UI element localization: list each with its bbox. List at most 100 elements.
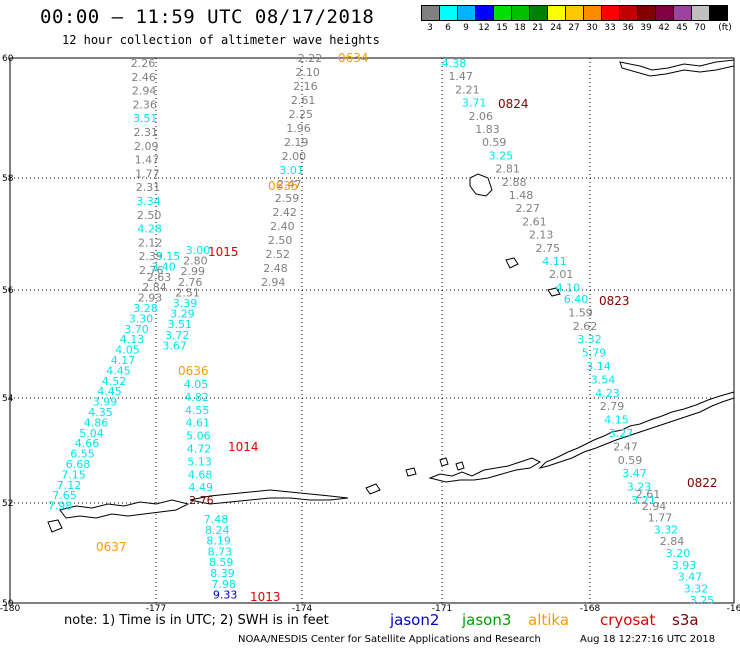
colorbar-label: 70: [694, 23, 706, 33]
pass-time-label: 0824: [498, 97, 529, 111]
wave-height-value: 3.00: [186, 244, 211, 257]
wave-height-value: 7.12: [57, 479, 82, 492]
wave-height-value: 3.21: [631, 494, 656, 507]
wave-height-value: 3.54: [591, 373, 616, 386]
wave-height-value: 2.88: [502, 176, 527, 189]
track-0823: 6.401.592.623.325.793.143.544.232.794.15…: [564, 293, 656, 507]
longitude-label: -177: [146, 604, 166, 614]
wave-height-value: 2.42: [272, 206, 297, 219]
longitude-label: -174: [292, 604, 313, 614]
wave-height-value: 4.61: [186, 417, 211, 430]
wave-height-value: 2.31: [134, 126, 159, 139]
legend-jason3: jason3: [462, 611, 512, 629]
latitude-label: 50: [2, 599, 14, 609]
colorbar-labels: 3 6 9 12 15 18 21 24 27 30 33 36 39 42 45 70 (ft): [421, 23, 732, 35]
track-0634: 2.222.102.162.612.251.962.192.003.012.47…: [162, 51, 368, 352]
wave-height-value: 3.32: [654, 523, 679, 536]
colorbar-label: 18: [514, 23, 526, 33]
wave-height-value: 2.61: [636, 488, 661, 501]
wave-height-value: 2.48: [263, 262, 288, 275]
latitude-label: 52: [2, 499, 13, 509]
wave-height-value: 2.36: [132, 98, 157, 111]
colorbar-label: 45: [676, 23, 688, 33]
wave-height-value: 0.59: [482, 136, 507, 149]
axis-labels: 60 58 56 54 52 50-180 -177 -174 -171 -168 -16: [0, 54, 740, 614]
wave-height-value: 5.13: [187, 455, 212, 468]
colorbar-label: 6: [445, 23, 451, 33]
colorbar-label: 36: [622, 23, 634, 33]
wave-height-value: 4.23: [595, 387, 620, 400]
wave-height-value: 8.19: [206, 535, 231, 548]
wave-height-value: 2.06: [469, 110, 494, 123]
wave-height-value: 1.47: [135, 154, 160, 167]
wave-height-value: 4.55: [185, 404, 210, 417]
wave-height-value: 3.47: [622, 467, 647, 480]
wave-height-value: 2.76: [178, 276, 203, 289]
aleutian-coastline: [47, 59, 735, 533]
track-0635: 2.262.462.942.363.512.312.091.471.772.31…: [48, 57, 299, 513]
wave-height-colorbar: [421, 5, 728, 21]
wave-height-value: 5.06: [186, 430, 211, 443]
wave-height-value: 3.01: [279, 164, 304, 177]
wave-height-value: 2.93: [138, 292, 163, 305]
colorbar-label: 9: [463, 23, 469, 33]
wave-height-value: 2.61: [522, 215, 547, 228]
wave-height-value: 4.72: [187, 443, 212, 456]
longitude-label: -180: [0, 604, 20, 614]
wave-height-value: 2.31: [136, 181, 161, 194]
latitude-label: 60: [2, 54, 14, 64]
legend-cryosat: cryosat: [600, 611, 656, 629]
pass-time-label: 0822: [687, 476, 718, 490]
saint-matthew-island: [505, 257, 519, 269]
pass-time-label: 1013: [250, 590, 281, 604]
wave-height-value: 3.27: [609, 427, 634, 440]
small-islet-4: [455, 461, 465, 471]
wave-height-value: 3.30: [129, 312, 154, 325]
wave-height-value: 2.40: [270, 220, 295, 233]
wave-height-value: 5.04: [79, 427, 104, 440]
wave-height-value: 4.15: [604, 414, 629, 427]
wave-height-value: 7.15: [61, 468, 86, 481]
wave-height-value: 2.75: [536, 242, 561, 255]
wave-height-value: 2.46: [131, 71, 156, 84]
wave-height-value: 2.94: [642, 500, 667, 513]
track-1013: 7.488.248.198.738.598.397.989.33 1013: [204, 513, 281, 604]
wave-height-value: 2.25: [289, 108, 314, 121]
wave-height-value: 2.47: [277, 178, 302, 191]
small-islet-2: [405, 467, 417, 477]
colorbar-label: 39: [640, 23, 652, 33]
colorbar-label: 21: [532, 23, 544, 33]
wave-height-value: 2.61: [291, 94, 316, 107]
wave-height-value: 3.72: [165, 329, 190, 342]
saint-lawrence-island: [469, 173, 493, 197]
pass-time-label: 1015: [208, 245, 239, 259]
pass-time-label: 0636: [178, 364, 209, 378]
legend-jason2: jason2: [390, 611, 440, 629]
wave-height-value: 2.50: [268, 234, 293, 247]
wave-height-value: 3.39: [173, 297, 198, 310]
map-frame: [9, 57, 735, 604]
wave-height-value: 7.98: [212, 578, 237, 591]
legend-altika: altika: [528, 611, 570, 629]
wave-height-value: 4.28: [137, 223, 162, 236]
colorbar-swatch: [709, 5, 728, 21]
wave-height-value: 4.11: [542, 255, 567, 268]
wave-height-value: 4.86: [84, 416, 109, 429]
longitude-label: -171: [432, 604, 452, 614]
wave-height-value: 2.12: [138, 236, 163, 249]
wave-height-value: 3.51: [168, 318, 193, 331]
latitude-label: 58: [2, 174, 14, 184]
wave-height-value: 2.51: [175, 286, 200, 299]
wave-height-value: 3.51: [133, 112, 158, 125]
pass-time-label: 0635: [268, 179, 299, 193]
track-1014: 4.054.824.554.615.064.725.134.684.492.76…: [184, 378, 259, 507]
wave-height-value: 4.66: [75, 437, 100, 450]
pass-time-label: 0634: [338, 51, 369, 65]
wave-height-value: 2.10: [295, 66, 320, 79]
wave-height-value: 3.23: [627, 481, 652, 494]
latitude-label: 54: [2, 394, 14, 404]
wave-height-value: 2.62: [573, 320, 598, 333]
latitude-label: 56: [2, 286, 14, 296]
wave-height-value: 2.39: [138, 250, 163, 263]
wave-height-value: 8.73: [208, 545, 233, 558]
